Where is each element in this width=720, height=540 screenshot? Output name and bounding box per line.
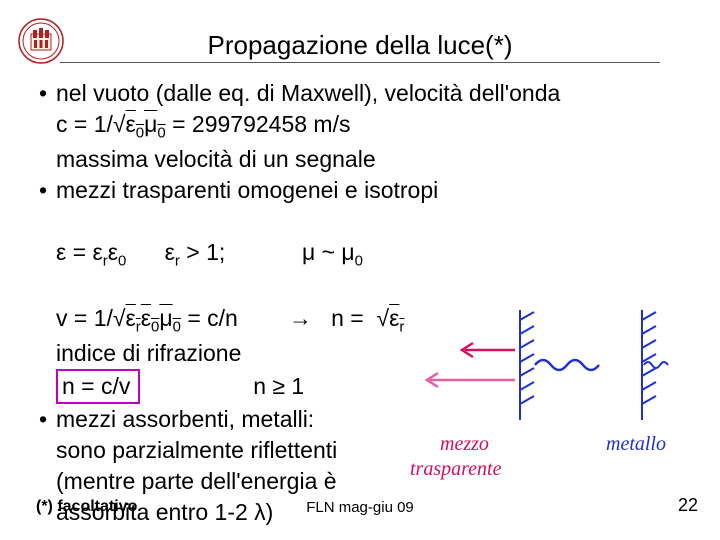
n-geq-1: n ≥ 1: [253, 373, 304, 399]
bullet-dot: •: [30, 175, 56, 206]
boxed-formula: n = c/v: [56, 369, 140, 404]
label-trasparente: trasparente: [410, 458, 502, 480]
bullet-2: • mezzi trasparenti omogenei e isotropi: [30, 175, 690, 206]
bullet-1-text: nel vuoto (dalle eq. di Maxwell), veloci…: [56, 78, 560, 109]
bullet-3-line2: sono parzialmente riflettenti: [30, 435, 416, 466]
bullet-dot: •: [30, 404, 56, 435]
bullet-1-line2: c = 1/√ε0μ0 = 299792458 m/s: [30, 109, 690, 144]
slide-root: Propagazione della luce(*) • nel vuoto (…: [0, 0, 720, 540]
title-underline: [60, 62, 660, 63]
footer-center: FLN mag-giu 09: [0, 499, 720, 516]
bullet-2-line2: ε = εrε0 εr > 1; μ ~ μ0: [30, 206, 690, 272]
bullet-3-text: mezzi assorbenti, metalli:: [56, 404, 314, 435]
bullet-1: • nel vuoto (dalle eq. di Maxwell), velo…: [30, 78, 690, 109]
bullet-dot: •: [30, 78, 56, 109]
label-metallo: metallo: [606, 433, 666, 455]
slide-title: Propagazione della luce(*): [0, 30, 720, 61]
bullet-2-text: mezzi trasparenti omogenei e isotropi: [56, 175, 438, 206]
label-mezzo: mezzo: [440, 433, 489, 455]
bullet-3-line3: (mentre parte dell'energia è: [30, 466, 416, 497]
page-number: 22: [678, 495, 698, 516]
bullet-1-line3: massima velocità di un segnale: [30, 144, 690, 175]
reflection-sketch: mezzo trasparente metallo: [410, 310, 690, 490]
